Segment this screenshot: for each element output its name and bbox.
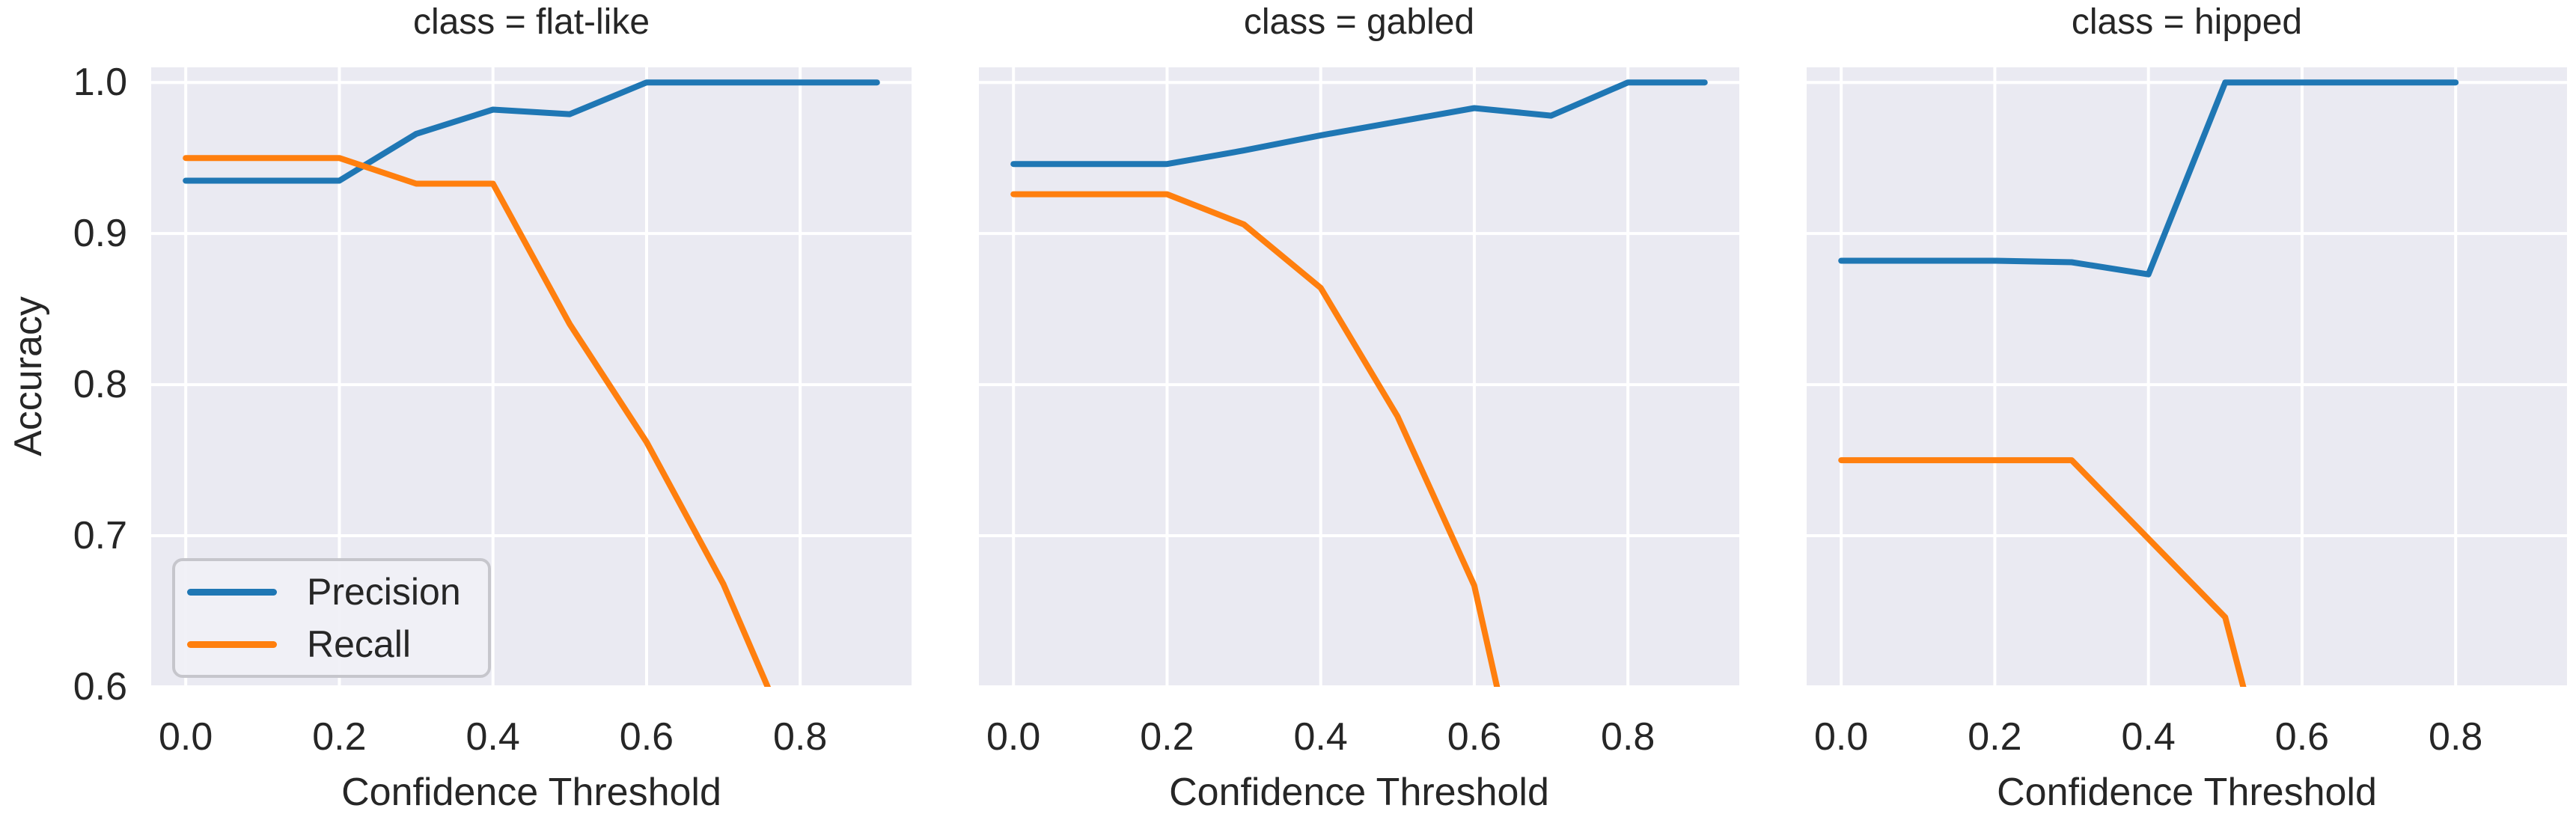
y-tick-label: 0.6 bbox=[73, 665, 127, 709]
x-tick-label: 0.4 bbox=[466, 715, 520, 759]
y-tick-label: 0.8 bbox=[73, 363, 127, 407]
recall-line bbox=[1010, 191, 1501, 687]
legend-entry-recall: Recall bbox=[187, 624, 488, 664]
x-tick-label: 0.4 bbox=[1293, 715, 1348, 759]
x-tick-label: 0.4 bbox=[2121, 715, 2176, 759]
recall-line bbox=[1838, 457, 2247, 687]
precision-line bbox=[183, 79, 880, 184]
y-tick-label: 1.0 bbox=[73, 61, 127, 105]
plot-area-gabled bbox=[979, 67, 1739, 687]
x-tick-label: 0.2 bbox=[1968, 715, 2022, 759]
y-tick-label: 0.9 bbox=[73, 212, 127, 256]
x-tick-label: 0.8 bbox=[773, 715, 828, 759]
facet-panel-hipped: class = hipped Confidence Threshold 0.0 0… bbox=[1807, 0, 2567, 820]
x-tick-label: 0.6 bbox=[1447, 715, 1502, 759]
x-tick-label: 0.6 bbox=[2274, 715, 2330, 759]
precision-line-swatch bbox=[187, 588, 277, 596]
precision-line bbox=[1010, 79, 1708, 168]
x-tick-label: 0.2 bbox=[312, 715, 367, 759]
legend-label: Precision bbox=[307, 571, 461, 613]
x-tick-label: 0.6 bbox=[619, 715, 674, 759]
x-tick-label: 0.0 bbox=[159, 715, 213, 759]
x-tick-label: 0.0 bbox=[986, 715, 1041, 759]
legend-entry-precision: Precision bbox=[187, 572, 488, 612]
panel-background bbox=[1807, 67, 2567, 687]
legend-label: Recall bbox=[307, 623, 411, 665]
x-tick-label: 0.8 bbox=[1601, 715, 1655, 759]
x-tick-label: 0.0 bbox=[1814, 715, 1869, 759]
panel-title: class = flat-like bbox=[412, 2, 650, 42]
recall-line bbox=[183, 155, 772, 687]
x-axis-label: Confidence Threshold bbox=[341, 771, 721, 814]
legend-box: Precision Recall bbox=[172, 558, 491, 678]
facet-panel-gabled: class = gabled Confidence Threshold 0.0 0… bbox=[979, 0, 1739, 820]
panel-title: class = gabled bbox=[1243, 2, 1475, 42]
panel-title: class = hipped bbox=[2071, 2, 2303, 42]
x-tick-label: 0.2 bbox=[1140, 715, 1194, 759]
x-axis-label: Confidence Threshold bbox=[1169, 771, 1549, 814]
recall-line-swatch bbox=[187, 640, 277, 648]
y-tick-label: 0.7 bbox=[73, 514, 127, 558]
panel-background bbox=[979, 67, 1739, 687]
plot-area-hipped bbox=[1807, 67, 2567, 687]
x-axis-label: Confidence Threshold bbox=[1997, 771, 2377, 814]
x-tick-label: 0.8 bbox=[2429, 715, 2483, 759]
precision-line bbox=[1838, 79, 2459, 278]
facet-panel-flat-like: class = flat-like Confidence Threshold P… bbox=[151, 0, 912, 820]
